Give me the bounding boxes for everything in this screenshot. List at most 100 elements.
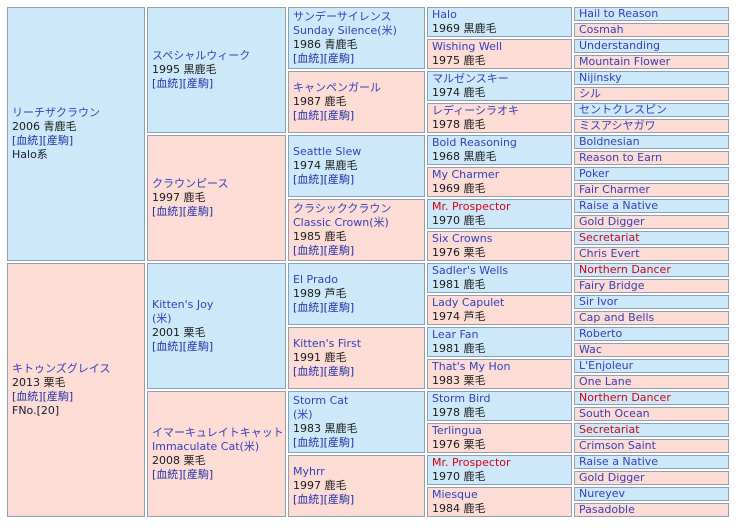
horse-subname[interactable]: (米) <box>293 408 313 421</box>
horse-name-link[interactable]: Roberto <box>579 327 623 340</box>
horse-year-coat: 1997 鹿毛 <box>293 479 347 492</box>
horse-name-link[interactable]: Crimson Saint <box>579 439 656 452</box>
horse-name-link[interactable]: リーチザクラウン <box>12 106 100 119</box>
horse-name-link[interactable]: Nureyev <box>579 487 626 500</box>
horse-name-link[interactable]: One Lane <box>579 375 632 388</box>
horse-year-coat: 2013 栗毛 <box>12 376 66 389</box>
horse-name-link[interactable]: Nijinsky <box>579 71 622 84</box>
pedigree-cell: Cap and Bells <box>574 311 729 325</box>
horse-name-link[interactable]: Mountain Flower <box>579 55 671 68</box>
horse-name-link[interactable]: シル <box>579 87 601 100</box>
bloodline-offspring-links[interactable]: [血統][産駒] <box>293 493 355 506</box>
horse-name-link[interactable]: Gold Digger <box>579 471 645 484</box>
bloodline-offspring-links[interactable]: [血統][産駒] <box>152 340 214 353</box>
horse-name-link[interactable]: Wishing Well <box>432 40 503 53</box>
horse-name-link[interactable]: クラウンピース <box>152 177 229 190</box>
pedigree-cell: Sadler's Wells 1981 鹿毛 <box>427 263 572 293</box>
horse-name-link[interactable]: Understanding <box>579 39 661 52</box>
horse-name-link[interactable]: Sadler's Wells <box>432 264 509 277</box>
horse-name-link[interactable]: サンデーサイレンス <box>293 10 392 23</box>
horse-subname[interactable]: Classic Crown(米) <box>293 216 389 229</box>
horse-year-coat: 1974 芦毛 <box>432 310 486 323</box>
pedigree-cell: Mountain Flower <box>574 55 729 69</box>
bloodline-offspring-links[interactable]: [血統][産駒] <box>293 365 355 378</box>
horse-name-link[interactable]: Wac <box>579 343 602 356</box>
horse-name-link[interactable]: My Charmer <box>432 168 500 181</box>
horse-name-link[interactable]: Bold Reasoning <box>432 136 517 149</box>
horse-name-link[interactable]: Cosmah <box>579 23 624 36</box>
pedigree-cell: Wac <box>574 343 729 357</box>
horse-subname[interactable]: (米) <box>152 312 172 325</box>
horse-name-link[interactable]: レディーシラオキ <box>432 104 520 117</box>
bloodline-offspring-links[interactable]: [血統][産駒] <box>293 244 355 257</box>
horse-name-link[interactable]: イマーキュレイトキャット <box>152 426 284 439</box>
pedigree-cell-subject-sire: リーチザクラウン 2006 青鹿毛 [血統][産駒] Halo系 <box>7 7 145 261</box>
horse-name-link[interactable]: Kitten's First <box>293 337 362 350</box>
horse-name-link[interactable]: That's My Hon <box>432 360 511 373</box>
pedigree-cell: Sir Ivor <box>574 295 729 309</box>
horse-subname[interactable]: Immaculate Cat(米) <box>152 440 260 453</box>
pedigree-cell: Poker <box>574 167 729 181</box>
horse-name-link[interactable]: Sir Ivor <box>579 295 619 308</box>
horse-name-link[interactable]: Terlingua <box>432 424 482 437</box>
horse-name-link[interactable]: Pasadoble <box>579 503 635 516</box>
horse-name-link[interactable]: クラシッククラウン <box>293 202 392 215</box>
horse-name-link[interactable]: Myhrr <box>293 465 325 478</box>
pedigree-cell: クラウンピース 1997 鹿毛 [血統][産駒] <box>147 135 286 261</box>
horse-name-link[interactable]: Miesque <box>432 488 478 501</box>
bloodline-offspring-links[interactable]: [血統][産駒] <box>293 173 355 186</box>
horse-name-link[interactable]: キトゥンズグレイス <box>12 362 111 375</box>
horse-name-link[interactable]: Hail to Reason <box>579 7 659 20</box>
pedigree-cell: Myhrr 1997 鹿毛 [血統][産駒] <box>288 455 425 517</box>
bloodline-offspring-links[interactable]: [血統][産駒] <box>152 77 214 90</box>
horse-name-link[interactable]: South Ocean <box>579 407 650 420</box>
pedigree-cell: Kitten's First 1991 鹿毛 [血統][産駒] <box>288 327 425 389</box>
horse-name-link[interactable]: Storm Bird <box>432 392 491 405</box>
horse-name-link[interactable]: Fairy Bridge <box>579 279 645 292</box>
horse-name-link[interactable]: ミスアシヤガワ <box>579 119 656 132</box>
horse-year-coat: 1986 青鹿毛 <box>293 38 358 51</box>
horse-name-link[interactable]: Seattle Slew <box>293 145 362 158</box>
horse-name-link[interactable]: Kitten's Joy <box>152 298 214 311</box>
horse-name-link[interactable]: Gold Digger <box>579 215 645 228</box>
horse-name-link[interactable]: マルゼンスキー <box>432 72 509 85</box>
bloodline-offspring-links[interactable]: [血統][産駒] <box>293 52 355 65</box>
horse-name-link[interactable]: Lear Fan <box>432 328 479 341</box>
horse-year-coat: 1976 栗毛 <box>432 246 486 259</box>
horse-name-link[interactable]: Fair Charmer <box>579 183 650 196</box>
horse-name-link[interactable]: セントクレスピン <box>579 103 667 116</box>
pedigree-cell: クラシッククラウン Classic Crown(米) 1985 鹿毛 [血統][… <box>288 199 425 261</box>
horse-name-link[interactable]: Poker <box>579 167 610 180</box>
pedigree-cell: サンデーサイレンス Sunday Silence(米) 1986 青鹿毛 [血統… <box>288 7 425 69</box>
horse-name-link[interactable]: Lady Capulet <box>432 296 505 309</box>
horse-name-link[interactable]: Raise a Native <box>579 199 659 212</box>
horse-name-link[interactable]: L'Enjoleur <box>579 359 634 372</box>
horse-name-link[interactable]: スペシャルウィーク <box>152 49 251 62</box>
horse-name-link[interactable]: Storm Cat <box>293 394 349 407</box>
family-number-link[interactable]: FNo.[20] <box>12 404 60 417</box>
horse-year-coat: 1997 鹿毛 <box>152 191 206 204</box>
bloodline-offspring-links[interactable]: [血統][産駒] <box>293 109 355 122</box>
bloodline-offspring-links[interactable]: [血統][産駒] <box>12 134 74 147</box>
horse-name-link[interactable]: Halo <box>432 8 457 21</box>
bloodline-offspring-links[interactable]: [血統][産駒] <box>152 205 214 218</box>
horse-subname[interactable]: Sunday Silence(米) <box>293 24 397 37</box>
horse-name-link[interactable]: Cap and Bells <box>579 311 655 324</box>
sire-line-link[interactable]: Halo系 <box>12 148 48 161</box>
horse-name-link[interactable]: Chris Evert <box>579 247 640 260</box>
horse-name-link[interactable]: キャンペンガール <box>293 81 381 94</box>
bloodline-offspring-links[interactable]: [血統][産駒] <box>12 390 74 403</box>
pedigree-cell: Lear Fan 1981 鹿毛 <box>427 327 572 357</box>
horse-name-link[interactable]: Raise a Native <box>579 455 659 468</box>
duplicate-ancestor-name: Northern Dancer <box>579 263 671 276</box>
horse-name-link[interactable]: El Prado <box>293 273 338 286</box>
horse-name-link[interactable]: Reason to Earn <box>579 151 663 164</box>
horse-name-link[interactable]: Six Crowns <box>432 232 493 245</box>
bloodline-offspring-links[interactable]: [血統][産駒] <box>293 301 355 314</box>
bloodline-offspring-links[interactable]: [血統][産駒] <box>152 468 214 481</box>
horse-name-link[interactable]: Boldnesian <box>579 135 640 148</box>
horse-year-coat: 1976 栗毛 <box>432 438 486 451</box>
horse-year-coat: 1983 黒鹿毛 <box>293 422 358 435</box>
bloodline-offspring-links[interactable]: [血統][産駒] <box>293 436 355 449</box>
pedigree-cell: イマーキュレイトキャット Immaculate Cat(米) 2008 栗毛 [… <box>147 391 286 517</box>
